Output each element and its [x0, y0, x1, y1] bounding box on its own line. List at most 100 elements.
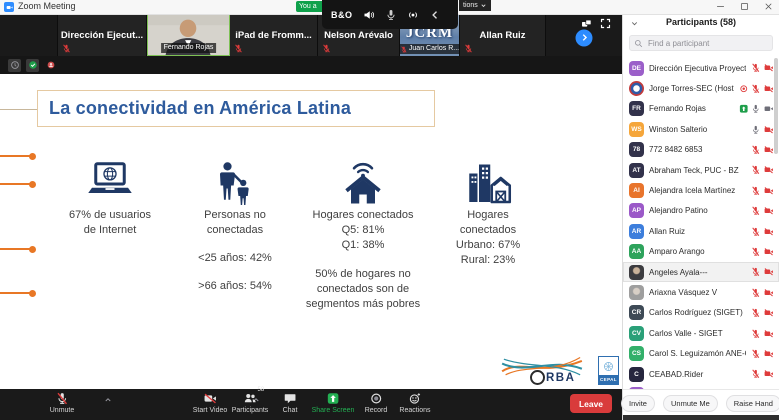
participant-row[interactable]: CV Carlos Valle - SIGET: [623, 323, 779, 343]
leave-button[interactable]: Leave: [570, 394, 612, 413]
share-options-chip[interactable]: tions: [459, 0, 491, 11]
participant-status: [739, 104, 774, 114]
mic-on-icon: [751, 104, 761, 114]
participant-name: Alejandro Patino: [649, 206, 708, 216]
toolbar-record-button[interactable]: Record: [365, 392, 387, 414]
toolbar-participants-button[interactable]: 58 Participants: [232, 387, 269, 414]
reactions-icon: [408, 392, 421, 405]
participant-status: [751, 63, 773, 73]
participant-video-name: iPad de Fromm...: [235, 29, 312, 41]
participant-name: CEABAD.Rider: [649, 369, 704, 379]
video-off-icon: [203, 392, 216, 405]
participant-row[interactable]: DE Dirección Ejecutiva Proyecto... (Me): [623, 58, 779, 78]
participant-name: Carol S. Leguizamón ANE-Colom...: [649, 349, 746, 359]
participant-video-name: Nelson Arévalo: [324, 29, 393, 41]
participant-name: Angeles Ayala---: [649, 267, 708, 277]
participant-status: [751, 186, 773, 196]
microphone-icon[interactable]: [385, 9, 397, 21]
raise-hand-button[interactable]: Raise Hand: [725, 394, 779, 412]
screen-sharing-pill[interactable]: You a: [296, 1, 329, 12]
chevron-down-icon: [480, 2, 487, 9]
participant-avatar: AA: [629, 244, 644, 260]
timeline-bullet: [0, 152, 36, 160]
participant-row[interactable]: WS Winston Salterio: [623, 119, 779, 139]
slide-text-line: Personas no: [204, 209, 266, 221]
participant-status: [751, 165, 773, 175]
toolbar-unmute-button[interactable]: Unmute: [49, 392, 75, 414]
participant-row[interactable]: AT Abraham Teck, PUC - BZ: [623, 160, 779, 180]
video-off-icon: [764, 369, 774, 379]
more-videos-button[interactable]: [575, 29, 593, 47]
participant-row[interactable]: FR Fernando Rojas: [623, 99, 779, 119]
toolbar-label: Unmute: [49, 407, 75, 414]
participant-name: 772 8482 6853: [649, 145, 703, 155]
participant-name: Ariaxna Vásquez V: [649, 287, 718, 297]
video-off-icon: [764, 267, 774, 277]
unmute-options-caret[interactable]: [104, 396, 112, 404]
participant-row[interactable]: CR Carlos Rodríguez (SIGET): [623, 303, 779, 323]
record-icon: [369, 392, 382, 405]
participant-list: DE Dirección Ejecutiva Proyecto... (Me) Jo…: [623, 58, 779, 389]
participant-avatar: AI: [629, 183, 644, 199]
fullscreen-icon[interactable]: [600, 18, 611, 29]
clock-status-icon[interactable]: [8, 58, 21, 72]
participant-row[interactable]: [623, 384, 779, 389]
participant-row[interactable]: AR Allan Ruiz: [623, 221, 779, 241]
participant-row[interactable]: Jorge Torres-SEC (Host): [623, 78, 779, 98]
participant-name: Carlos Rodríguez (SIGET): [649, 308, 743, 318]
close-button[interactable]: [763, 1, 774, 12]
panel-footer: Invite Unmute Me Raise Hand: [621, 389, 779, 416]
participant-row[interactable]: CS Carol S. Leguizamón ANE-Colom...: [623, 343, 779, 363]
video-tile[interactable]: Dirección Ejecut...: [58, 14, 147, 56]
collapse-left-icon[interactable]: [429, 9, 441, 21]
participant-row[interactable]: Ariaxna Vásquez V: [623, 282, 779, 302]
slide-stat-line: <25 años: 42%: [198, 252, 272, 264]
toolbar-share-screen-button[interactable]: Share Screen: [312, 392, 354, 414]
participant-row[interactable]: AP Alejandro Patino: [623, 201, 779, 221]
participant-status: [751, 125, 773, 135]
invite-button[interactable]: Invite: [621, 394, 655, 412]
timeline-bullet: [0, 180, 36, 188]
participant-search-box[interactable]: [629, 35, 773, 51]
mic-muted-icon: [751, 349, 761, 359]
panel-collapse-chevron[interactable]: [630, 19, 639, 28]
orba-o-ring: [530, 370, 545, 385]
timeline-bullet: [0, 289, 36, 297]
participant-avatar: WS: [629, 121, 644, 137]
speaker-icon[interactable]: [363, 9, 375, 21]
participant-row[interactable]: AA Amparo Arango: [623, 242, 779, 262]
participant-avatar: AP: [629, 203, 644, 219]
zoom-app-icon: [4, 2, 14, 12]
mic-muted-icon: [751, 247, 761, 257]
gallery-view-icon[interactable]: [581, 18, 592, 29]
search-input[interactable]: [646, 37, 768, 49]
broadcast-icon[interactable]: [407, 9, 419, 21]
red-user-badge-icon[interactable]: [44, 59, 57, 72]
screen-share-icon: [739, 104, 749, 114]
video-tile[interactable]: iPad de Fromm...: [230, 14, 318, 56]
scrollbar-thumb[interactable]: [774, 58, 778, 154]
main-area: Dirección Ejecut... Fernando Rojas iPad de…: [0, 14, 622, 420]
video-tile[interactable]: [0, 14, 58, 56]
participant-row[interactable]: Angeles Ayala---: [623, 261, 779, 283]
window-title: Zoom Meeting: [18, 1, 76, 11]
mic-muted-icon: [751, 186, 761, 196]
participant-row[interactable]: 78 772 8482 6853: [623, 140, 779, 160]
maximize-button[interactable]: [739, 1, 750, 12]
toolbar-chat-button[interactable]: Chat: [283, 392, 297, 414]
participant-video-name: Allan Ruiz: [479, 29, 526, 41]
participant-row[interactable]: AI Alejandra Icela Martínez: [623, 180, 779, 200]
minimize-button[interactable]: [715, 1, 726, 12]
participant-status: [751, 145, 773, 155]
unmute-me-button[interactable]: Unmute Me: [662, 394, 718, 412]
shield-check-icon[interactable]: [26, 58, 39, 72]
video-tile[interactable]: Fernando Rojas: [147, 14, 230, 56]
toolbar-reactions-button[interactable]: Reactions: [399, 392, 431, 414]
participant-row[interactable]: C CEABAD.Rider: [623, 364, 779, 384]
participant-status: [751, 369, 773, 379]
toolbar-start-video-button[interactable]: Start Video: [193, 392, 227, 414]
video-off-icon: [764, 186, 774, 196]
mic-muted-icon: [322, 44, 331, 53]
mic-muted-icon: [751, 63, 761, 73]
video-tile[interactable]: Allan Ruiz: [460, 14, 546, 56]
